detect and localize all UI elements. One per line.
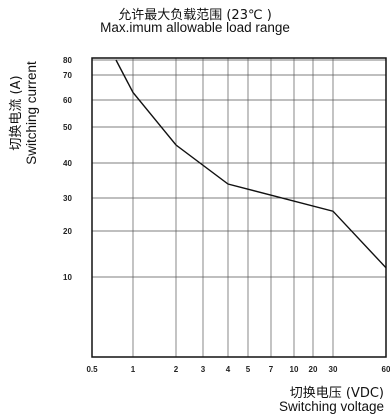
y-tick-label: 40 bbox=[63, 159, 72, 168]
chart-title-cn: 允许最大负载范围 (23℃ ) bbox=[118, 8, 272, 23]
y-tick-label: 60 bbox=[63, 96, 72, 105]
x-tick-label: 10 bbox=[290, 365, 299, 374]
x-tick-label: 7 bbox=[269, 365, 274, 374]
x-tick-label: 20 bbox=[309, 365, 318, 374]
y-tick-label: 70 bbox=[63, 71, 72, 80]
x-tick-label: 4 bbox=[226, 365, 231, 374]
x-tick-label: 60 bbox=[382, 365, 390, 374]
y-tick-label: 10 bbox=[63, 273, 72, 282]
chart-title: Max.imum allowable load range bbox=[100, 20, 290, 35]
y-tick-label: 30 bbox=[63, 194, 72, 203]
x-tick-label: 0.5 bbox=[86, 365, 98, 374]
x-tick-label: 5 bbox=[246, 365, 251, 374]
x-tick-labels: 0.5 1 2 3 4 5 7 10 20 30 60 bbox=[86, 365, 390, 374]
chart-grid bbox=[92, 58, 386, 357]
y-tick-labels: 80 70 60 50 40 30 20 10 bbox=[63, 56, 72, 282]
load-curve-line bbox=[115, 59, 387, 269]
y-tick-label: 80 bbox=[63, 56, 72, 65]
plot-frame bbox=[91, 57, 387, 358]
x-tick-label: 1 bbox=[131, 365, 136, 374]
x-tick-label: 3 bbox=[201, 365, 206, 374]
x-tick-label: 30 bbox=[329, 365, 338, 374]
x-axis-label-en: Switching voltage bbox=[278, 399, 384, 414]
y-tick-label: 50 bbox=[63, 123, 72, 132]
y-tick-label: 20 bbox=[63, 227, 72, 236]
x-axis-label-cn: 切换电压 (VDC) bbox=[289, 386, 384, 401]
x-tick-label: 2 bbox=[174, 365, 179, 374]
